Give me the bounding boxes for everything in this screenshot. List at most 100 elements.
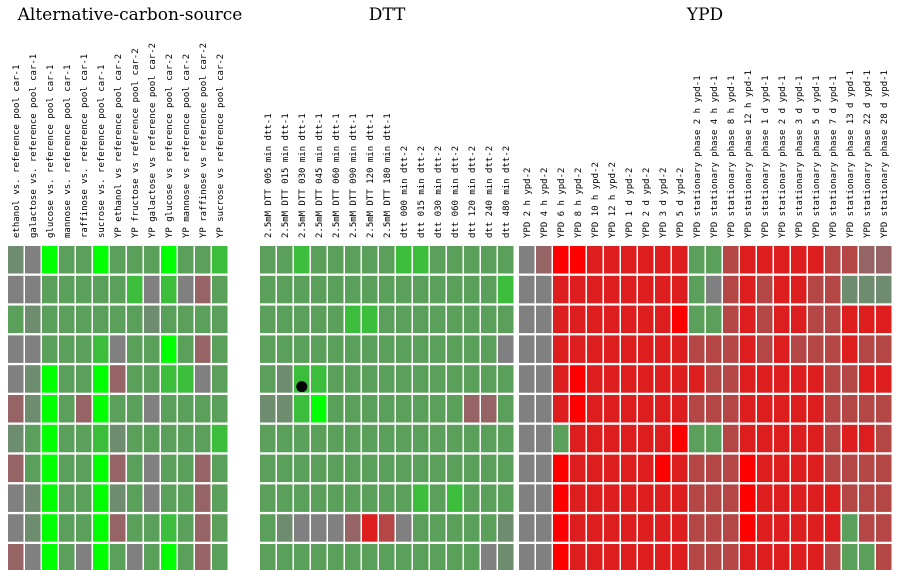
- heatmap-cell[interactable]: [379, 246, 395, 274]
- heatmap-cell[interactable]: [706, 424, 722, 453]
- heatmap-cell[interactable]: [570, 335, 586, 363]
- heatmap-cell[interactable]: [42, 335, 58, 363]
- heatmap-cell[interactable]: [8, 544, 24, 570]
- heatmap-cell[interactable]: [212, 544, 228, 570]
- heatmap-cell[interactable]: [740, 335, 756, 363]
- heatmap-cell[interactable]: [604, 424, 620, 453]
- heatmap-cell[interactable]: [498, 365, 514, 393]
- heatmap-cell[interactable]: [447, 544, 463, 570]
- heatmap-cell[interactable]: [519, 395, 535, 423]
- heatmap-cell[interactable]: [127, 365, 143, 393]
- heatmap-cell[interactable]: [464, 275, 480, 304]
- heatmap-cell[interactable]: [825, 395, 841, 423]
- heatmap-cell[interactable]: [723, 365, 739, 393]
- heatmap-cell[interactable]: [110, 424, 126, 453]
- heatmap-cell[interactable]: [110, 544, 126, 570]
- heatmap-cell[interactable]: [638, 484, 654, 512]
- heatmap-cell[interactable]: [464, 365, 480, 393]
- heatmap-cell[interactable]: [570, 246, 586, 274]
- heatmap-cell[interactable]: [195, 424, 211, 453]
- heatmap-cell[interactable]: [876, 365, 892, 393]
- heatmap-cell[interactable]: [311, 246, 327, 274]
- heatmap-cell[interactable]: [519, 514, 535, 542]
- heatmap-cell[interactable]: [212, 246, 228, 274]
- heatmap-cell[interactable]: [672, 335, 688, 363]
- heatmap-cell[interactable]: [396, 365, 412, 393]
- heatmap-cell[interactable]: [178, 365, 194, 393]
- heatmap-cell[interactable]: [859, 246, 875, 274]
- heatmap-cell[interactable]: [447, 305, 463, 334]
- heatmap-cell[interactable]: [396, 305, 412, 334]
- heatmap-cell[interactable]: [740, 275, 756, 304]
- heatmap-cell[interactable]: [328, 484, 344, 512]
- heatmap-cell[interactable]: [25, 514, 41, 542]
- heatmap-cell[interactable]: [570, 514, 586, 542]
- heatmap-cell[interactable]: [791, 454, 807, 483]
- heatmap-cell[interactable]: [178, 484, 194, 512]
- heatmap-cell[interactable]: [413, 454, 429, 483]
- heatmap-cell[interactable]: [76, 365, 92, 393]
- heatmap-cell[interactable]: [195, 335, 211, 363]
- heatmap-cell[interactable]: [723, 246, 739, 274]
- heatmap-cell[interactable]: [379, 365, 395, 393]
- heatmap-cell[interactable]: [655, 305, 671, 334]
- heatmap-cell[interactable]: [110, 395, 126, 423]
- heatmap-cell[interactable]: [277, 424, 293, 453]
- heatmap-cell[interactable]: [362, 514, 378, 542]
- heatmap-cell[interactable]: [689, 514, 705, 542]
- heatmap-cell[interactable]: [59, 544, 75, 570]
- heatmap-cell[interactable]: [379, 544, 395, 570]
- heatmap-cell[interactable]: [825, 514, 841, 542]
- heatmap-cell[interactable]: [25, 454, 41, 483]
- heatmap-cell[interactable]: [859, 305, 875, 334]
- heatmap-cell[interactable]: [706, 484, 722, 512]
- heatmap-cell[interactable]: [570, 424, 586, 453]
- heatmap-cell[interactable]: [93, 305, 109, 334]
- heatmap-cell[interactable]: [260, 365, 276, 393]
- heatmap-cell[interactable]: [260, 395, 276, 423]
- heatmap-cell[interactable]: [481, 484, 497, 512]
- heatmap-cell[interactable]: [553, 305, 569, 334]
- heatmap-cell[interactable]: [723, 424, 739, 453]
- heatmap-cell[interactable]: [294, 424, 310, 453]
- heatmap-cell[interactable]: [93, 484, 109, 512]
- heatmap-cell[interactable]: [379, 484, 395, 512]
- heatmap-cell[interactable]: [178, 246, 194, 274]
- heatmap-cell[interactable]: [161, 544, 177, 570]
- heatmap-cell[interactable]: [808, 246, 824, 274]
- heatmap-cell[interactable]: [570, 484, 586, 512]
- heatmap-cell[interactable]: [706, 365, 722, 393]
- heatmap-cell[interactable]: [195, 514, 211, 542]
- heatmap-cell[interactable]: [144, 424, 160, 453]
- heatmap-cell[interactable]: [76, 484, 92, 512]
- heatmap-cell[interactable]: [447, 335, 463, 363]
- heatmap-cell[interactable]: [689, 275, 705, 304]
- heatmap-cell[interactable]: [464, 246, 480, 274]
- heatmap-cell[interactable]: [413, 275, 429, 304]
- heatmap-cell[interactable]: [621, 454, 637, 483]
- heatmap-cell[interactable]: [447, 365, 463, 393]
- heatmap-cell[interactable]: [127, 395, 143, 423]
- heatmap-cell[interactable]: [481, 544, 497, 570]
- heatmap-cell[interactable]: [59, 454, 75, 483]
- heatmap-cell[interactable]: [127, 305, 143, 334]
- heatmap-cell[interactable]: [587, 424, 603, 453]
- heatmap-cell[interactable]: [110, 454, 126, 483]
- heatmap-cell[interactable]: [396, 275, 412, 304]
- heatmap-cell[interactable]: [76, 544, 92, 570]
- heatmap-cell[interactable]: [536, 544, 552, 570]
- heatmap-cell[interactable]: [876, 305, 892, 334]
- heatmap-cell[interactable]: [195, 305, 211, 334]
- heatmap-cell[interactable]: [161, 365, 177, 393]
- heatmap-cell[interactable]: [791, 544, 807, 570]
- heatmap-cell[interactable]: [379, 275, 395, 304]
- heatmap-cell[interactable]: [161, 246, 177, 274]
- heatmap-cell[interactable]: [212, 454, 228, 483]
- heatmap-cell[interactable]: [277, 395, 293, 423]
- heatmap-cell[interactable]: [161, 275, 177, 304]
- heatmap-cell[interactable]: [723, 275, 739, 304]
- heatmap-cell[interactable]: [161, 335, 177, 363]
- heatmap-cell[interactable]: [553, 365, 569, 393]
- heatmap-cell[interactable]: [655, 395, 671, 423]
- heatmap-cell[interactable]: [587, 335, 603, 363]
